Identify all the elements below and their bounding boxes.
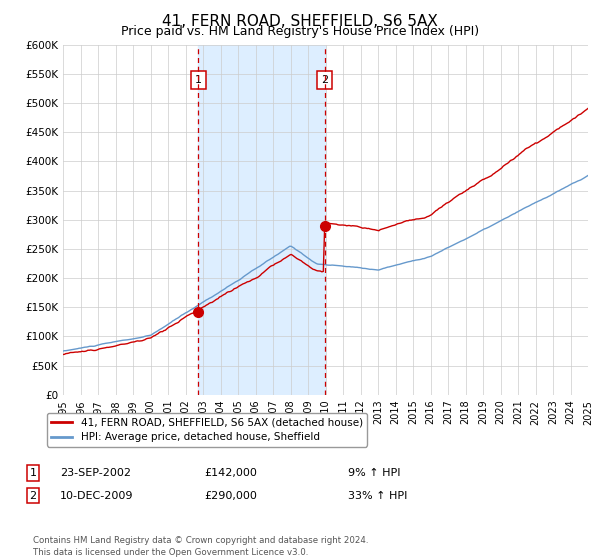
Text: 9% ↑ HPI: 9% ↑ HPI — [348, 468, 401, 478]
Bar — [198, 45, 325, 395]
Text: Price paid vs. HM Land Registry's House Price Index (HPI): Price paid vs. HM Land Registry's House … — [121, 25, 479, 38]
Text: 23-SEP-2002: 23-SEP-2002 — [60, 468, 131, 478]
Text: 41, FERN ROAD, SHEFFIELD, S6 5AX: 41, FERN ROAD, SHEFFIELD, S6 5AX — [162, 14, 438, 29]
Legend: 41, FERN ROAD, SHEFFIELD, S6 5AX (detached house), HPI: Average price, detached : 41, FERN ROAD, SHEFFIELD, S6 5AX (detach… — [47, 413, 367, 446]
Text: £290,000: £290,000 — [204, 491, 257, 501]
Text: 1: 1 — [29, 468, 37, 478]
Text: 2: 2 — [321, 75, 328, 85]
Text: Contains HM Land Registry data © Crown copyright and database right 2024.
This d: Contains HM Land Registry data © Crown c… — [33, 536, 368, 557]
Text: 10-DEC-2009: 10-DEC-2009 — [60, 491, 133, 501]
Text: 1: 1 — [195, 75, 202, 85]
Text: 33% ↑ HPI: 33% ↑ HPI — [348, 491, 407, 501]
Text: 2: 2 — [29, 491, 37, 501]
Text: £142,000: £142,000 — [204, 468, 257, 478]
